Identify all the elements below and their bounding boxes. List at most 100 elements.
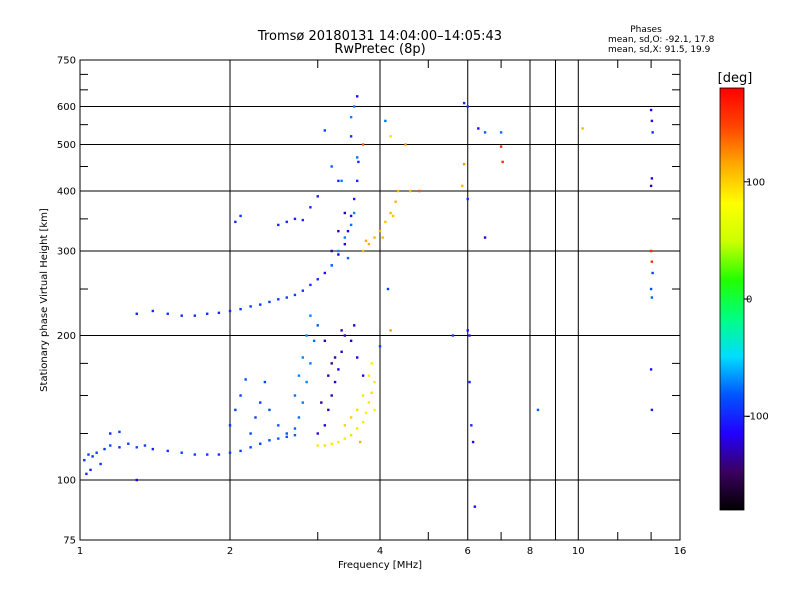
data-point — [249, 305, 252, 308]
data-point — [499, 145, 503, 148]
data-point — [228, 424, 232, 427]
data-point — [327, 408, 330, 412]
data-point — [361, 143, 365, 146]
data-point — [343, 437, 347, 440]
data-point — [83, 458, 86, 462]
data-point — [364, 239, 368, 243]
data-point — [109, 444, 112, 447]
data-point — [536, 408, 540, 412]
data-point — [301, 356, 305, 359]
data-point — [135, 446, 138, 449]
data-point — [127, 442, 130, 445]
data-point — [409, 189, 412, 193]
data-point — [217, 453, 221, 456]
data-point — [239, 394, 242, 397]
data-point — [466, 105, 469, 108]
data-point — [650, 119, 654, 123]
data-point — [293, 427, 297, 430]
data-point — [343, 424, 347, 427]
data-point — [285, 432, 288, 435]
data-point — [309, 362, 312, 365]
x-tick-labels: 1 2 4 6 8 10 16 — [77, 546, 687, 557]
data-point — [193, 314, 197, 317]
data-point — [91, 455, 94, 458]
data-point — [462, 162, 466, 166]
data-point — [180, 451, 183, 454]
data-point — [361, 420, 365, 424]
y-tick-label: 100 — [57, 476, 76, 487]
data-point — [378, 345, 382, 348]
data-point — [330, 165, 333, 168]
data-point — [477, 127, 480, 130]
data-point — [355, 95, 359, 98]
data-point — [277, 298, 280, 301]
data-point — [461, 184, 464, 188]
data-point — [109, 432, 112, 435]
minor-ticks — [80, 60, 680, 540]
data-point — [301, 401, 305, 404]
data-point — [384, 119, 387, 123]
data-point — [404, 143, 407, 146]
data-point — [259, 401, 262, 404]
data-point — [343, 242, 347, 246]
data-point — [239, 307, 242, 311]
data-point — [650, 260, 654, 263]
scatter-points — [83, 95, 654, 508]
data-point — [180, 314, 183, 317]
data-point — [268, 408, 271, 412]
data-point — [316, 324, 319, 327]
data-point — [166, 449, 169, 453]
data-point — [418, 189, 421, 193]
data-point — [254, 416, 257, 419]
data-point — [499, 131, 503, 134]
data-point — [312, 339, 316, 343]
data-point — [364, 411, 368, 415]
data-point — [323, 444, 327, 447]
data-point — [378, 229, 382, 233]
data-point — [349, 433, 353, 437]
x-tick-label: 6 — [465, 546, 471, 557]
data-point — [228, 309, 232, 313]
data-point — [301, 289, 305, 292]
data-point — [151, 309, 155, 313]
x-tick-label: 16 — [674, 546, 687, 557]
data-point — [316, 444, 319, 447]
data-point — [352, 197, 356, 201]
x-tick-label: 8 — [527, 546, 533, 557]
data-point — [293, 394, 297, 397]
chart-title: Tromsø 20180131 14:04:00–14:05:43 — [257, 29, 502, 44]
data-point — [466, 197, 469, 201]
data-point — [305, 380, 308, 384]
data-point — [293, 433, 297, 437]
colorbar-tick-label: -100 — [746, 412, 769, 423]
data-point — [249, 432, 252, 435]
data-point — [193, 453, 197, 456]
data-point — [471, 440, 475, 444]
data-point — [352, 324, 356, 327]
data-point — [349, 339, 353, 343]
data-point — [234, 408, 237, 412]
data-point — [340, 179, 343, 183]
data-point — [581, 127, 584, 130]
data-point — [462, 101, 466, 105]
data-point — [323, 129, 327, 132]
colorbar-ticks: 100 0 -100 — [744, 177, 769, 423]
data-point — [361, 394, 365, 397]
data-point — [263, 380, 267, 384]
data-point — [649, 249, 653, 253]
data-point — [327, 374, 330, 377]
data-point — [323, 339, 327, 343]
data-point — [381, 236, 384, 239]
data-point — [340, 350, 343, 353]
x-tick-label: 2 — [227, 546, 233, 557]
data-point — [135, 312, 138, 315]
data-point — [151, 447, 155, 451]
data-point — [285, 220, 288, 224]
data-point — [473, 505, 477, 508]
data-point — [466, 329, 469, 332]
colorbar-tick-label: 0 — [746, 295, 752, 306]
data-point — [323, 271, 327, 275]
data-point — [367, 374, 371, 377]
data-point — [234, 220, 237, 224]
data-point — [389, 135, 392, 138]
